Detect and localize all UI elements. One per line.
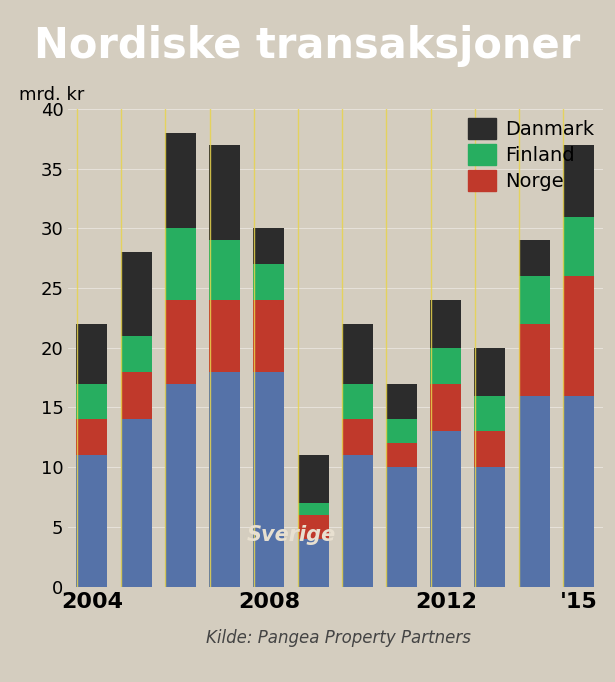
Bar xyxy=(563,217,594,276)
Bar xyxy=(121,419,152,587)
Bar xyxy=(474,396,506,432)
Bar xyxy=(165,228,196,300)
Text: Nordiske transaksjoner: Nordiske transaksjoner xyxy=(34,25,581,67)
Bar xyxy=(253,228,284,264)
Bar xyxy=(121,252,152,336)
Bar xyxy=(563,145,594,217)
Bar xyxy=(298,539,328,587)
Bar xyxy=(430,432,461,587)
Bar xyxy=(209,372,240,587)
Bar xyxy=(386,443,417,467)
Bar xyxy=(474,431,506,467)
Bar xyxy=(342,456,373,587)
Bar xyxy=(386,383,417,419)
Bar xyxy=(209,300,240,372)
Bar xyxy=(386,467,417,587)
Bar xyxy=(518,324,550,396)
Bar xyxy=(474,467,506,587)
Bar xyxy=(165,133,196,228)
Bar xyxy=(342,324,373,383)
Bar xyxy=(209,240,240,300)
Bar xyxy=(76,383,108,419)
Bar xyxy=(518,396,550,587)
Bar xyxy=(430,348,461,383)
Bar xyxy=(563,276,594,396)
Text: Kilde: Pangea Property Partners: Kilde: Pangea Property Partners xyxy=(206,629,470,647)
Bar xyxy=(76,419,108,456)
Bar xyxy=(121,372,152,419)
Bar xyxy=(253,264,284,300)
Bar xyxy=(253,300,284,372)
Text: Sverige: Sverige xyxy=(247,524,336,545)
Bar xyxy=(121,336,152,372)
Bar xyxy=(76,324,108,383)
Bar xyxy=(518,240,550,276)
Bar xyxy=(342,419,373,456)
Bar xyxy=(298,503,328,515)
Bar xyxy=(253,372,284,587)
Bar xyxy=(430,383,461,432)
Text: mrd. kr: mrd. kr xyxy=(20,87,85,104)
Bar xyxy=(165,383,196,587)
Bar xyxy=(474,348,506,396)
Bar xyxy=(430,300,461,348)
Legend: Danmark, Finland, Norge: Danmark, Finland, Norge xyxy=(464,114,598,195)
Bar xyxy=(563,396,594,587)
Bar xyxy=(298,456,328,503)
Bar xyxy=(386,419,417,443)
Bar xyxy=(76,456,108,587)
Bar xyxy=(298,515,328,539)
Bar xyxy=(342,383,373,419)
Bar xyxy=(209,145,240,240)
Bar xyxy=(165,300,196,383)
Bar xyxy=(518,276,550,324)
